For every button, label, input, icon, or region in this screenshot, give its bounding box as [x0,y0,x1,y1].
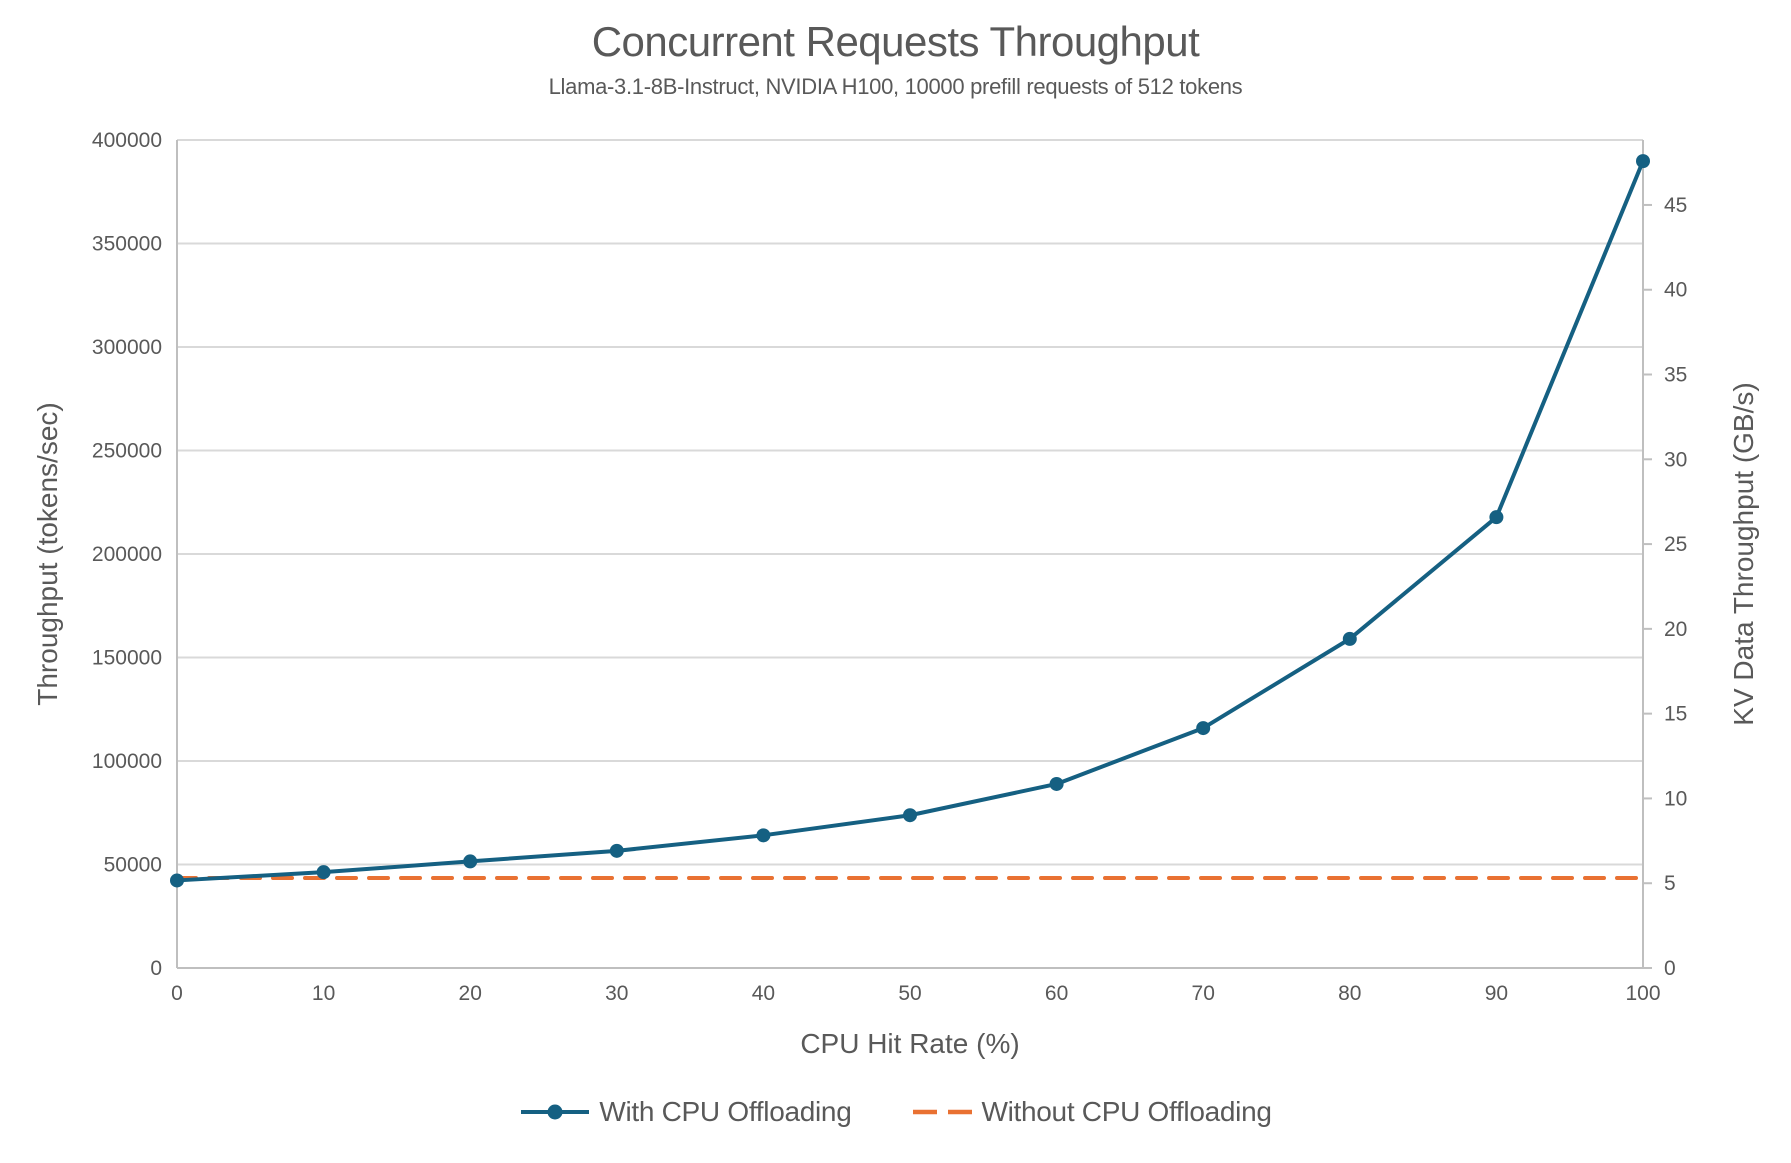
right-axis-tick-label: 20 [1664,618,1687,641]
x-axis-tick-label: 80 [1338,982,1361,1005]
x-axis-tick-label: 30 [605,982,628,1005]
left-axis-tick-label: 0 [150,957,162,980]
left-axis-tick-label: 400000 [92,129,162,152]
legend-label: With CPU Offloading [599,1096,852,1127]
data-point-marker [1049,776,1064,791]
x-axis-tick-label: 70 [1192,982,1215,1005]
right-axis-tick-label: 0 [1664,957,1676,980]
right-axis-tick-label: 5 [1664,872,1676,895]
legend: With CPU Offloading Without CPU Offloadi… [0,1096,1791,1128]
right-axis-tick-label: 35 [1664,364,1687,387]
legend-item-without-cpu-offloading: Without CPU Offloading [913,1096,1272,1128]
x-axis-tick-label: 10 [312,982,335,1005]
right-axis-tick-label: 40 [1664,279,1687,302]
right-axis-tick-label: 45 [1664,194,1687,217]
x-axis-tick-label: 0 [171,982,183,1005]
x-axis-tick-label: 100 [1625,982,1660,1005]
x-axis-tick-label: 20 [459,982,482,1005]
data-point-marker [756,828,771,843]
x-axis-tick-label: 40 [752,982,775,1005]
data-point-marker [609,843,624,858]
left-axis-tick-label: 200000 [92,543,162,566]
x-axis-title: CPU Hit Rate (%) [800,1028,1020,1059]
legend-item-with-cpu-offloading: With CPU Offloading [519,1096,852,1128]
right-axis-tick-label: 15 [1664,703,1687,726]
left-axis-tick-label: 50000 [104,854,162,877]
data-point-marker [1196,721,1211,736]
data-point-marker [1342,631,1357,646]
left-axis-tick-label: 250000 [92,440,162,463]
x-axis-tick-label: 90 [1485,982,1508,1005]
right-axis-tick-label: 30 [1664,448,1687,471]
data-point-marker [903,808,917,823]
left-axis-tick-label: 300000 [92,336,162,359]
right-axis-tick-label: 10 [1664,787,1687,810]
chart-title: Concurrent Requests Throughput [591,18,1200,65]
data-point-marker [1636,154,1650,169]
left-axis-tick-label: 100000 [92,750,162,773]
data-point-marker [170,873,184,888]
right-axis-tick-label: 25 [1664,533,1687,556]
legend-marker-dashed-line-icon [913,1109,974,1115]
data-point-marker [463,854,478,869]
series-line-with-cpu-offloading [175,159,1645,883]
chart-subtitle: Llama-3.1-8B-Instruct, NVIDIA H100, 1000… [548,74,1243,99]
data-point-marker [1489,510,1504,525]
left-axis-tick-label: 150000 [92,647,162,670]
data-point-marker [316,865,331,880]
legend-label: Without CPU Offloading [981,1096,1272,1127]
left-axis-tick-label: 350000 [92,233,162,256]
x-axis-tick-label: 50 [898,982,921,1005]
legend-marker-solid-line-icon [521,1104,590,1120]
x-axis-tick-label: 60 [1045,982,1068,1005]
